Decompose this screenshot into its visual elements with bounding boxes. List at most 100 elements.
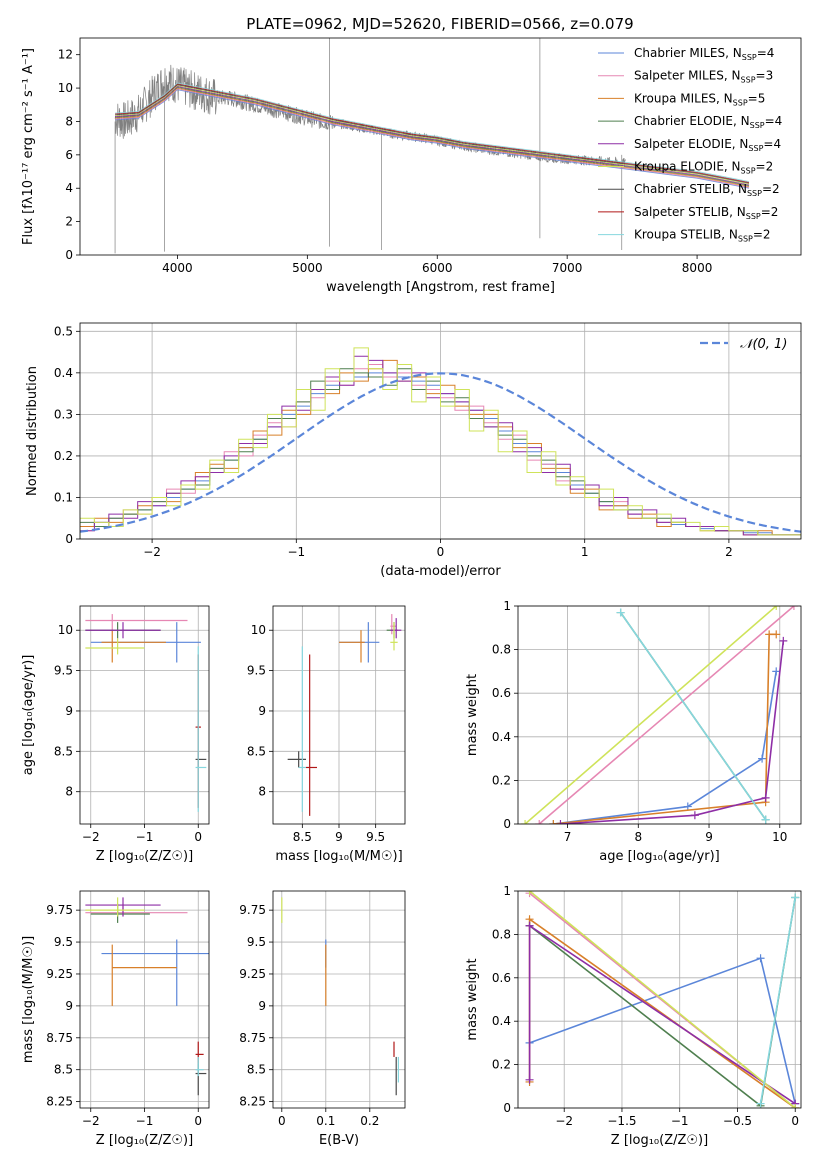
- y-tick-label: 8: [65, 785, 73, 799]
- weight-marker: [772, 606, 781, 610]
- residuals-panel: −2 −1 0 1 2 0 0.1 0.2 0.3 0.4 0.5 (data-model)/erro…: [25, 322, 802, 579]
- legend-count: =3: [756, 69, 774, 83]
- residuals-plot-area: [80, 347, 801, 539]
- y-tick-label: 0.2: [492, 1058, 511, 1072]
- model-line: [115, 83, 750, 183]
- mass-weight-vs-age-panel: 7 8 9 10 0 0.2 0.4 0.6 0.8 1 age [log₁₀(age/yr)] ma…: [465, 599, 802, 864]
- y-tick-label: 9: [65, 704, 73, 718]
- y-tick-label: 0.2: [54, 449, 73, 463]
- x-tick-label: 9.5: [366, 830, 385, 844]
- y-tick-label: 9.5: [247, 935, 266, 949]
- y-tick-label: 10: [251, 623, 266, 637]
- y-tick-label: 10: [58, 81, 73, 95]
- legend-entry: Salpeter ELODIE, NSSP=4: [634, 137, 781, 153]
- legend-entry: Salpeter MILES, NSSP=3: [634, 69, 773, 85]
- y-tick-label: 8.25: [239, 1095, 266, 1109]
- x-tick-label: 0.2: [360, 1114, 379, 1128]
- y-tick-label: 9.5: [54, 664, 73, 678]
- y-tick-label: 0: [503, 1101, 511, 1115]
- errorbar-point: [85, 622, 161, 639]
- figure-title: PLATE=0962, MJD=52620, FIBERID=0566, z=0…: [246, 15, 633, 33]
- legend-subscript: SSP: [738, 235, 753, 244]
- legend-subscript: SSP: [741, 167, 756, 176]
- axes-frame: [272, 890, 406, 1109]
- age-vs-Z-panel: −2 −1 0 8 8.5 9 9.5 10 Z [log₁₀(Z/Z☉)] age [log₁₀…: [21, 605, 210, 864]
- weight-line: [553, 671, 777, 824]
- y-axis-label: mass weight: [465, 958, 480, 1040]
- legend-subscript: SSP: [747, 189, 762, 198]
- x-tick-label: 8: [634, 830, 642, 844]
- plot-area: [521, 606, 798, 824]
- y-axis-label: Flux [fλ10⁻¹⁷ erg cm⁻² s⁻¹ A⁻¹]: [21, 48, 36, 245]
- plot-area: [525, 891, 800, 1108]
- y-tick-label: 9: [258, 704, 266, 718]
- model-line: [115, 85, 750, 185]
- spectrum-plot-area: [114, 38, 750, 254]
- y-tick-label: 8.5: [54, 744, 73, 758]
- errorbar-point: [287, 751, 306, 768]
- x-axis-label: mass [log₁₀(M/M☉)]: [275, 849, 402, 864]
- spectrum-legend: Chabrier MILES, NSSP=4 Salpeter MILES, NS…: [598, 46, 782, 244]
- legend-count: =2: [756, 160, 774, 174]
- x-tick-label: 5000: [292, 261, 323, 275]
- x-tick-label: −2: [555, 1114, 573, 1128]
- x-tick-label: 0: [194, 1114, 202, 1128]
- mass-weight-vs-Z-panel: −2 −1.5 −1 −0.5 0 0 0.2 0.4 0.6 0.8 1 Z [log₁₀(Z/Z☉…: [465, 884, 802, 1148]
- errorbar-point: [90, 903, 150, 923]
- y-axis-label: age [log₁₀(age/yr)]: [21, 655, 36, 776]
- weight-marker: [521, 820, 530, 824]
- errorbar-point: [339, 630, 365, 663]
- weight-marker: [556, 820, 565, 824]
- legend-entry: Chabrier MILES, NSSP=4: [634, 46, 774, 62]
- weight-marker: [761, 793, 770, 802]
- plot-area: [85, 897, 209, 1096]
- y-tick-label: 12: [58, 48, 73, 62]
- errorbar-point: [390, 614, 397, 635]
- y-tick-label: 8.75: [239, 1031, 266, 1045]
- normal-curve: [80, 372, 801, 533]
- histogram-step: [80, 347, 801, 539]
- y-tick-label: 9.5: [247, 664, 266, 678]
- axes-frame: [79, 322, 802, 540]
- y-tick-label: 0.8: [492, 927, 511, 941]
- errorbar-point: [195, 751, 207, 768]
- weight-marker: [765, 630, 774, 639]
- legend-subscript: SSP: [733, 98, 748, 107]
- x-tick-label: 9: [705, 830, 713, 844]
- weight-line: [619, 612, 767, 821]
- legend-count: =2: [762, 182, 780, 196]
- y-tick-label: 0.4: [492, 1014, 511, 1028]
- y-tick-label: 8.5: [54, 1063, 73, 1077]
- x-axis-label: Z [log₁₀(Z/Z☉)]: [96, 1133, 193, 1148]
- x-tick-label: 0: [278, 1114, 286, 1128]
- y-tick-label: 0.4: [492, 730, 511, 744]
- errorbar-point: [85, 614, 188, 631]
- x-axis-label: age [log₁₀(age/yr)]: [599, 849, 720, 864]
- model-line: [115, 84, 750, 184]
- legend-subscript: SSP: [741, 76, 756, 85]
- x-tick-label: −1: [136, 1114, 154, 1128]
- errorbar-point: [390, 618, 402, 639]
- errorbar-point: [390, 622, 398, 651]
- weight-marker: [616, 608, 625, 617]
- x-tick-label: 7000: [552, 261, 583, 275]
- legend-subscript: SSP: [742, 53, 757, 62]
- residuals-legend: 𝒩(0, 1): [700, 337, 787, 352]
- errorbar-point: [85, 897, 161, 917]
- axes-frame: [79, 37, 802, 256]
- y-tick-label: 0.8: [492, 643, 511, 657]
- weight-line: [553, 633, 777, 824]
- weight-marker: [756, 1099, 765, 1108]
- x-axis-label: (data-model)/error: [380, 564, 501, 579]
- errorbar-point: [101, 939, 209, 1006]
- weight-marker: [690, 811, 699, 820]
- x-tick-label: 8.5: [293, 830, 312, 844]
- model-line: [115, 87, 750, 188]
- weight-line: [529, 891, 796, 1108]
- y-tick-label: 9.75: [239, 903, 266, 917]
- weight-marker: [549, 820, 558, 824]
- weight-marker: [683, 802, 692, 811]
- x-axis-label: Z [log₁₀(Z/Z☉)]: [611, 1133, 708, 1148]
- x-axis-label: E(B-V): [319, 1133, 359, 1148]
- model-line: [115, 86, 750, 187]
